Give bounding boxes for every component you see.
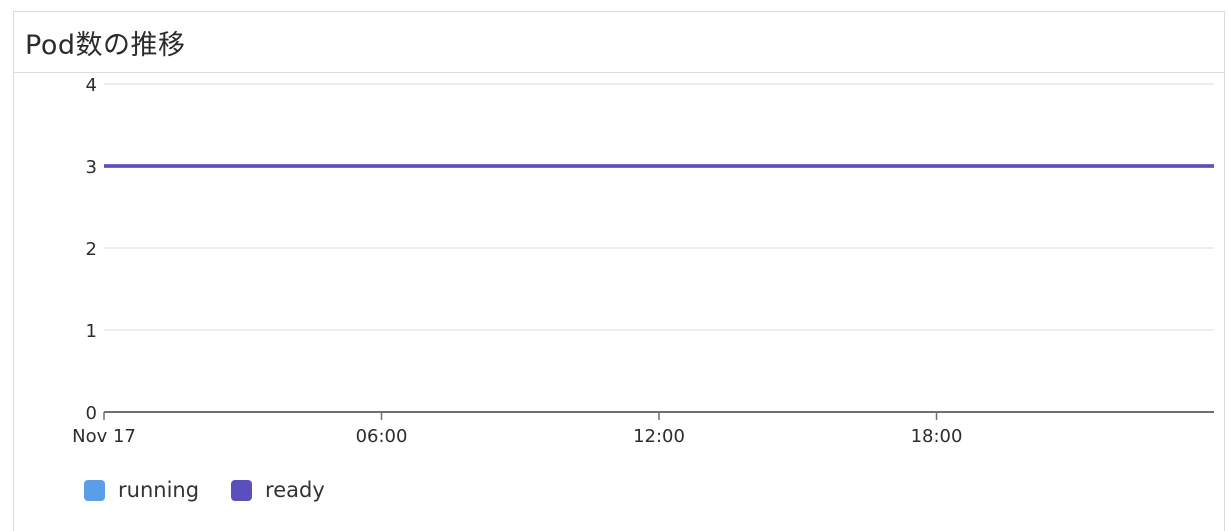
y-tick-label-3: 3 [86,157,97,178]
legend-item-running[interactable]: running [84,478,199,502]
legend-label-running: running [118,478,200,502]
panel-header: Pod数の推移 [14,12,1224,73]
legend-label-ready: ready [265,478,325,502]
y-tick-label-2: 2 [86,239,97,260]
chart-panel: Pod数の推移 [13,11,1225,531]
legend-item-ready[interactable]: ready [231,478,325,502]
x-tick-label-2: 12:00 [633,426,685,447]
line-chart: 0 1 2 3 4 Nov 17 06:00 12:00 18:00 [72,75,1214,447]
legend-swatch-running [84,479,105,501]
x-tick-label-0: Nov 17 [72,426,136,447]
y-tick-label-0: 0 [86,403,97,424]
y-tick-label-4: 4 [86,75,97,96]
x-tick-label-3: 18:00 [911,426,963,447]
x-tick-label-1: 06:00 [356,426,408,447]
chart-legend: running ready [84,478,357,502]
y-tick-label-1: 1 [86,321,97,342]
legend-swatch-ready [231,479,253,501]
panel-title: Pod数の推移 [25,29,186,61]
